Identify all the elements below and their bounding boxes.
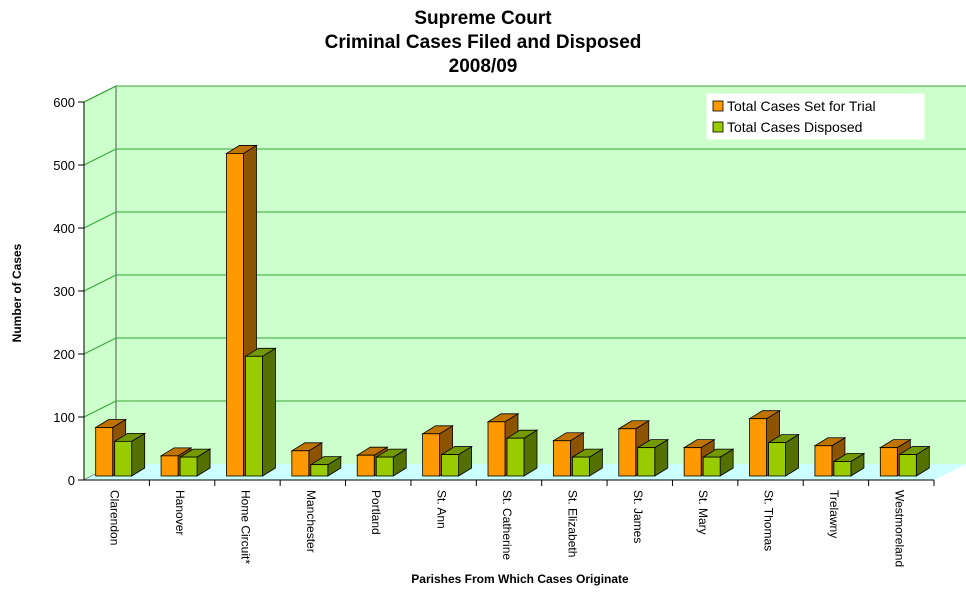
bar-front	[552, 440, 571, 477]
bar-front	[898, 454, 917, 477]
bar-disposed	[309, 455, 343, 477]
bar-disposed	[701, 448, 735, 477]
bar-disposed	[374, 448, 408, 477]
x-axis-title: Parishes From Which Cases Originate	[411, 572, 629, 586]
category-label: St. Mary	[696, 490, 710, 535]
bar-front	[618, 428, 637, 477]
y-tick-label: 500	[53, 158, 75, 173]
category-label: Manchester	[304, 490, 318, 553]
bar-front	[683, 447, 702, 477]
bar-front	[833, 461, 852, 477]
chart-title-line-2: Criminal Cases Filed and Disposed	[324, 32, 642, 53]
gridline-side	[83, 211, 117, 229]
gridline-side	[83, 148, 117, 166]
bar-front	[879, 447, 898, 477]
bar-front	[768, 442, 786, 477]
bar-disposed	[113, 432, 147, 477]
bar-front	[114, 440, 133, 477]
legend-swatch-set-for-trial	[712, 100, 724, 112]
chart-title-line-1: Supreme Court	[414, 8, 552, 29]
y-tick-label: 300	[53, 284, 75, 299]
bar-front	[95, 427, 114, 477]
bar-front	[226, 153, 244, 477]
legend-label-disposed: Total Cases Disposed	[727, 119, 862, 135]
y-tick-label: 400	[53, 221, 75, 236]
y-tick-label: 200	[53, 347, 75, 362]
bar-set-for-trial	[682, 438, 716, 477]
bar-front	[422, 433, 441, 477]
y-tick-label: 600	[53, 95, 75, 110]
bar-front	[310, 464, 329, 477]
bar-front	[814, 445, 833, 477]
y-axis: 0 100 200 300 400 500 600	[53, 95, 935, 488]
bar-disposed	[897, 445, 931, 477]
bar-side	[262, 347, 276, 477]
legend-box	[706, 93, 925, 140]
bar-front	[356, 454, 375, 477]
bar-front	[487, 421, 506, 477]
bar-disposed	[178, 448, 212, 477]
bar-front	[375, 456, 394, 477]
category-label: Home Circuit*	[238, 490, 252, 564]
bar-front	[571, 456, 590, 477]
legend-label-set-for-trial: Total Cases Set for Trial	[727, 98, 876, 114]
x-axis-categories: Clarendon Hanover Home Circuit* Manchester P…	[108, 490, 907, 567]
plot-walls	[83, 85, 966, 481]
bar-front	[179, 456, 198, 477]
category-label: Hanover	[173, 490, 187, 535]
bar-disposed	[767, 433, 800, 477]
category-label: Westmoreland	[892, 490, 906, 567]
category-label: St. Elizabeth	[565, 490, 579, 557]
legend: Total Cases Set for Trial Total Cases Di…	[706, 93, 925, 140]
category-label: Portland	[369, 490, 383, 535]
bar-disposed	[636, 438, 670, 477]
gridline-side	[83, 337, 117, 355]
bar-front	[160, 455, 179, 477]
bars	[94, 144, 931, 477]
chart-title-line-3: 2008/09	[448, 56, 518, 77]
bar-disposed	[244, 347, 277, 477]
y-tick-label: 100	[53, 410, 75, 425]
bar-disposed	[440, 445, 474, 477]
gridline-side	[83, 400, 117, 418]
bar-front	[637, 447, 656, 477]
gridline-side	[83, 85, 117, 103]
category-label: St. Ann	[435, 490, 449, 529]
bar-front	[702, 456, 721, 477]
bar-front	[749, 418, 767, 477]
category-label: Clarendon	[108, 490, 122, 545]
legend-swatch-disposed	[712, 121, 724, 133]
bar-disposed	[505, 429, 539, 477]
bar-front	[291, 450, 310, 477]
category-label: St. Catherine	[500, 490, 514, 560]
bar-front	[245, 355, 263, 477]
bar-front	[506, 437, 525, 477]
bar-front	[441, 454, 460, 477]
y-tick-label: 0	[68, 473, 75, 488]
y-axis-title: Number of Cases	[10, 243, 24, 342]
category-label: Trelawny	[827, 490, 841, 538]
gridline-side	[83, 274, 117, 292]
category-label: St. Thomas	[762, 490, 776, 551]
bar-disposed	[832, 452, 866, 477]
category-label: St. James	[631, 490, 645, 543]
bar-disposed	[570, 448, 604, 477]
